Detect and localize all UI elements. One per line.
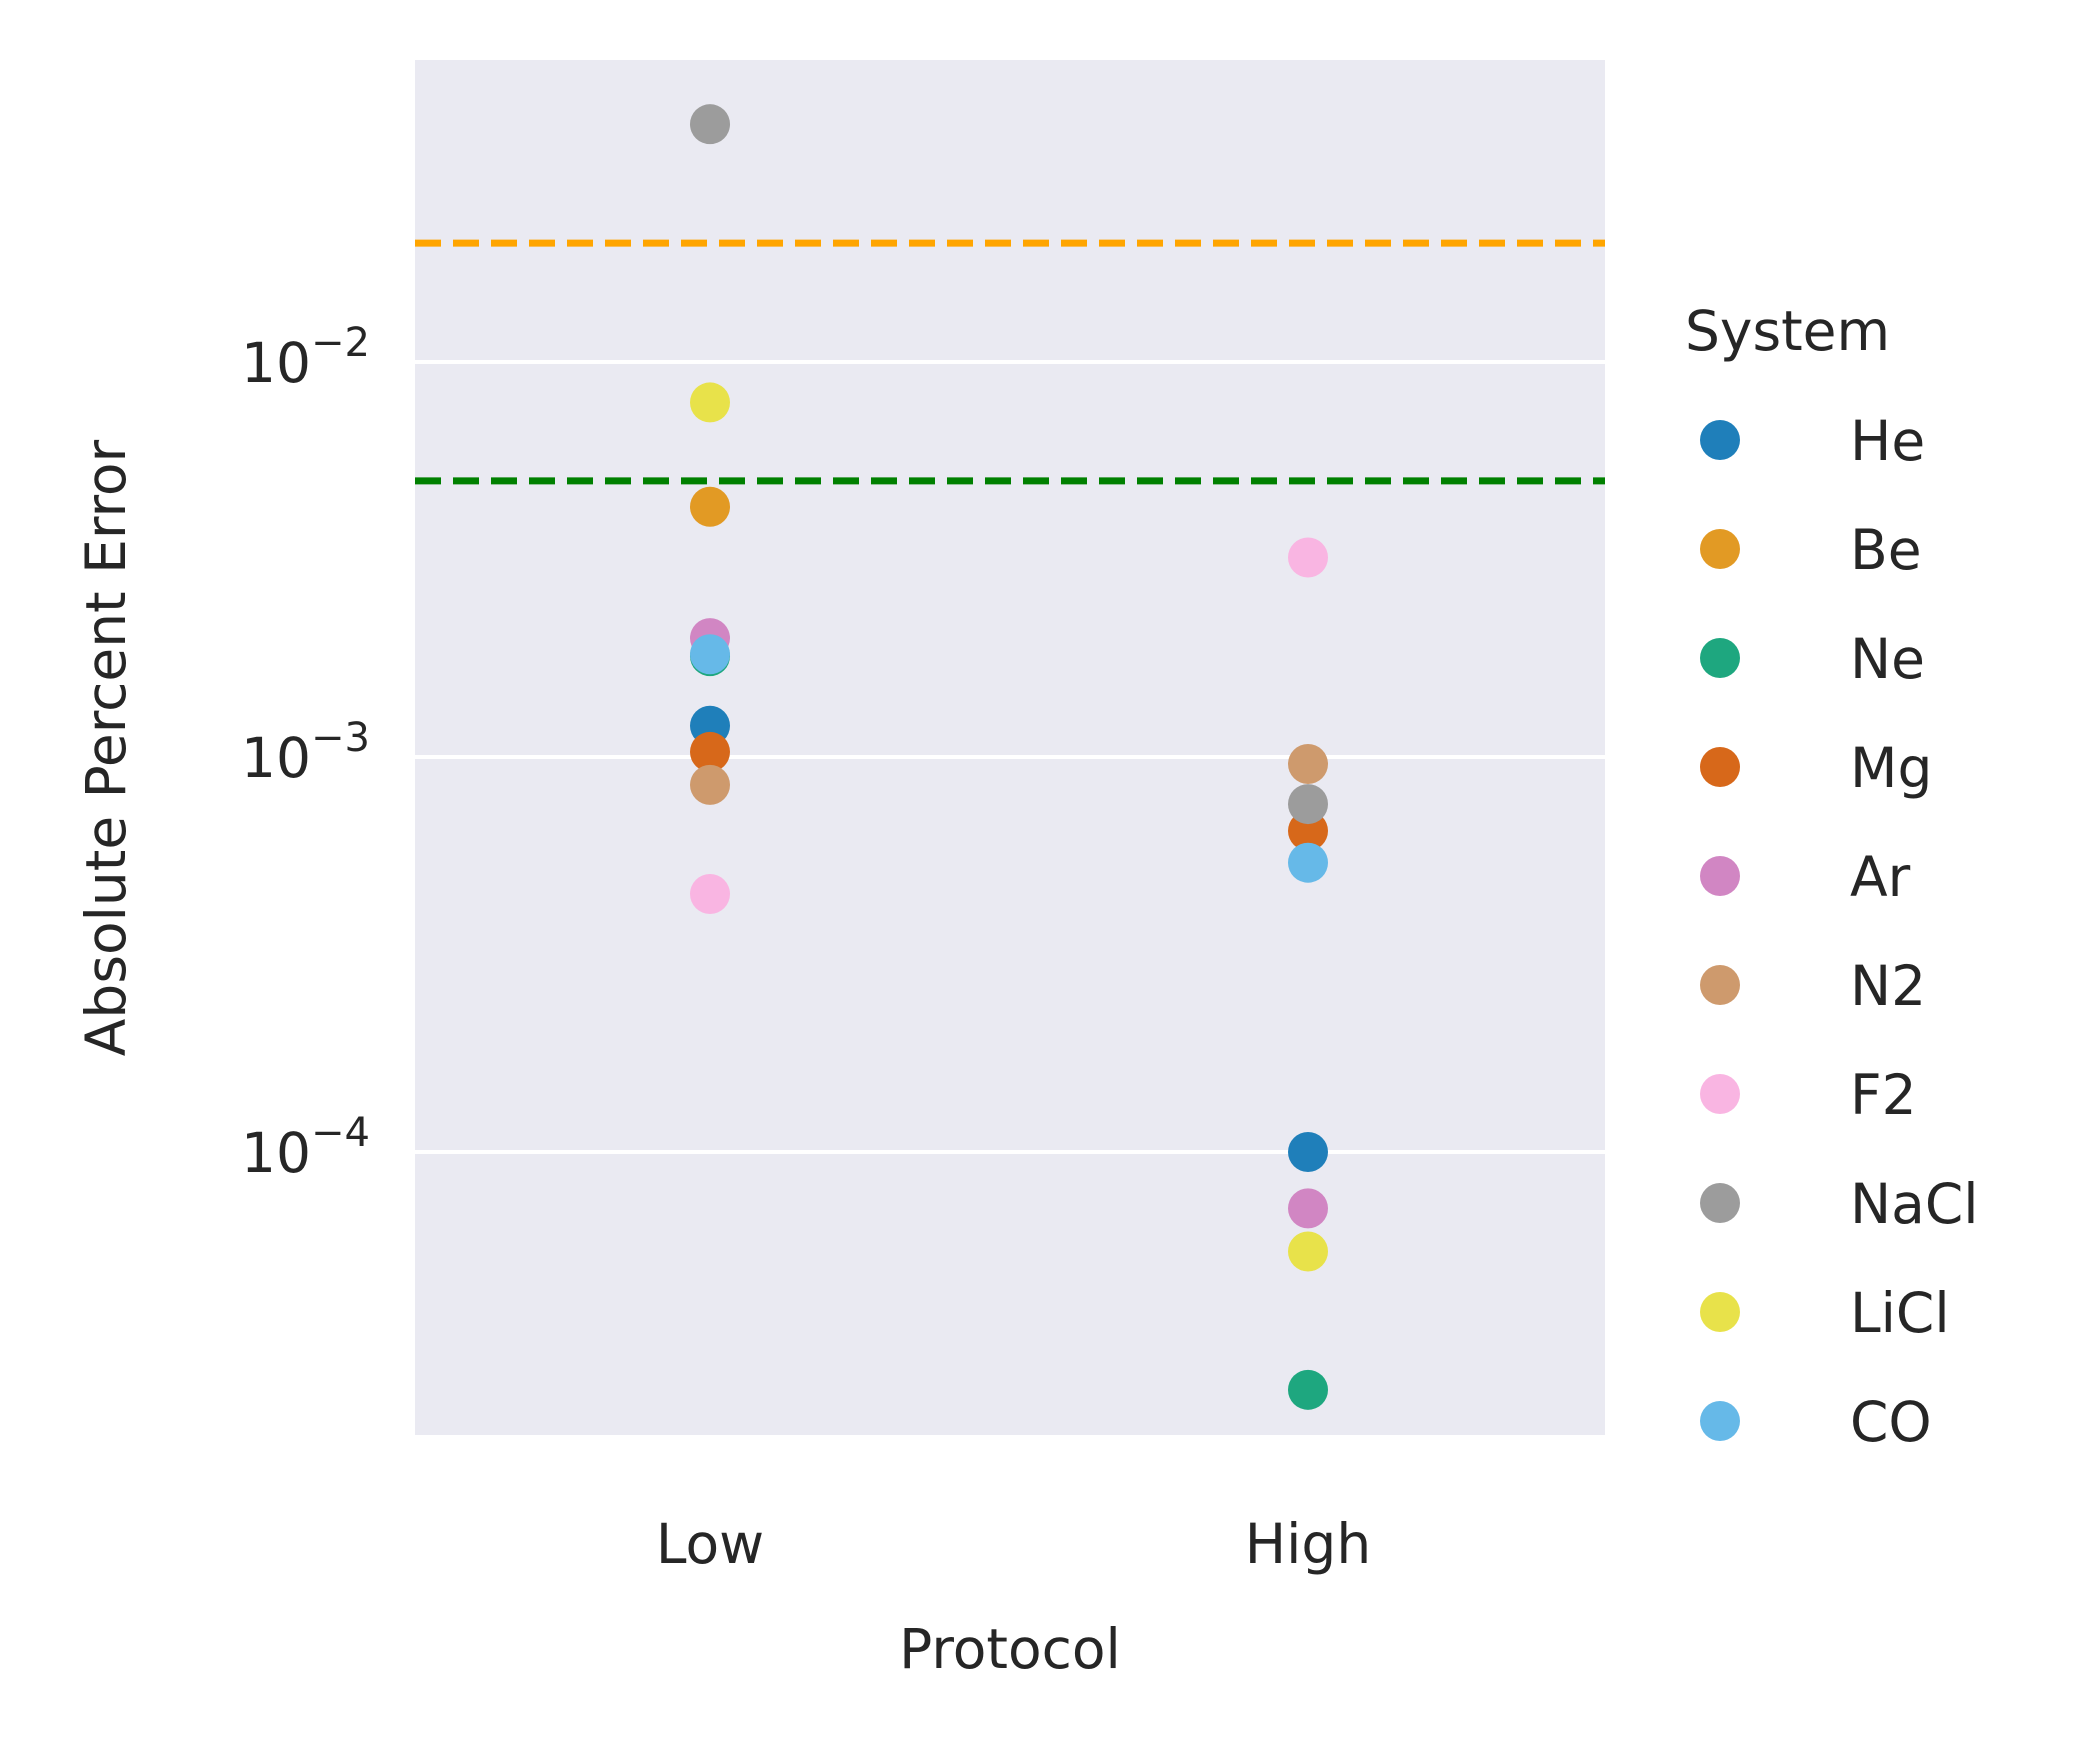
y-tick-base: 10 [241, 331, 311, 395]
legend-marker-f2 [1700, 1074, 1740, 1114]
data-point-f2-low [690, 873, 730, 914]
legend-marker-mg [1700, 747, 1740, 787]
data-point-ar-high [1288, 1188, 1328, 1229]
legend: System He Be Ne Mg Ar N2 F2 NaCl LiCl CO [1685, 299, 1979, 1454]
y-tick-exponent: −2 [311, 320, 370, 366]
data-point-be-low [690, 486, 730, 527]
data-point-ne-high [1288, 1369, 1328, 1410]
legend-marker-co [1700, 1401, 1740, 1441]
data-point-n2-low [690, 764, 730, 805]
x-tick-labels: Low High [656, 1512, 1371, 1576]
legend-label-co: CO [1850, 1390, 1932, 1454]
legend-label-he: He [1850, 409, 1925, 473]
data-point-licl-low [690, 382, 730, 423]
legend-label-ar: Ar [1850, 845, 1911, 909]
legend-marker-licl [1700, 1292, 1740, 1332]
data-point-licl-high [1288, 1231, 1328, 1272]
x-tick-label: High [1245, 1512, 1371, 1576]
legend-label-mg: Mg [1850, 736, 1932, 800]
data-point-co-low [690, 634, 730, 675]
data-point-n2-high [1288, 744, 1328, 785]
legend-label-n2: N2 [1850, 954, 1926, 1018]
y-tick-label: 10−4 [241, 1110, 370, 1185]
x-tick-label: Low [656, 1512, 764, 1576]
plot-background [415, 60, 1605, 1435]
data-point-mg-low [690, 731, 730, 772]
legend-label-ne: Ne [1850, 627, 1925, 691]
y-tick-base: 10 [241, 1121, 311, 1185]
legend-label-nacl: NaCl [1850, 1172, 1979, 1236]
x-axis-label: Protocol [899, 1617, 1121, 1681]
y-tick-base: 10 [241, 726, 311, 790]
legend-marker-n2 [1700, 965, 1740, 1005]
y-tick-label: 10−2 [241, 320, 370, 395]
legend-marker-be [1700, 529, 1740, 569]
legend-marker-ar [1700, 856, 1740, 896]
data-point-f2-high [1288, 537, 1328, 578]
legend-label-licl: LiCl [1850, 1281, 1950, 1345]
y-tick-labels: 10−410−310−2 [241, 320, 370, 1185]
y-tick-exponent: −3 [311, 715, 370, 761]
grid-lines [415, 360, 1605, 1154]
legend-label-f2: F2 [1850, 1063, 1917, 1127]
legend-title: System [1685, 299, 1890, 363]
data-point-nacl-low [690, 104, 730, 145]
legend-marker-ne [1700, 638, 1740, 678]
y-axis-label: Absolute Percent Error [74, 439, 138, 1056]
y-tick-exponent: −4 [311, 1110, 370, 1156]
data-point-he-high [1288, 1132, 1328, 1172]
legend-label-be: Be [1850, 518, 1922, 582]
data-point-co-high [1288, 842, 1328, 883]
y-tick-label: 10−3 [241, 715, 370, 790]
reference-lines [415, 239, 1605, 485]
legend-marker-he [1700, 420, 1740, 460]
legend-marker-nacl [1700, 1183, 1740, 1223]
data-points [690, 104, 1328, 1410]
data-point-nacl-high [1288, 784, 1328, 825]
